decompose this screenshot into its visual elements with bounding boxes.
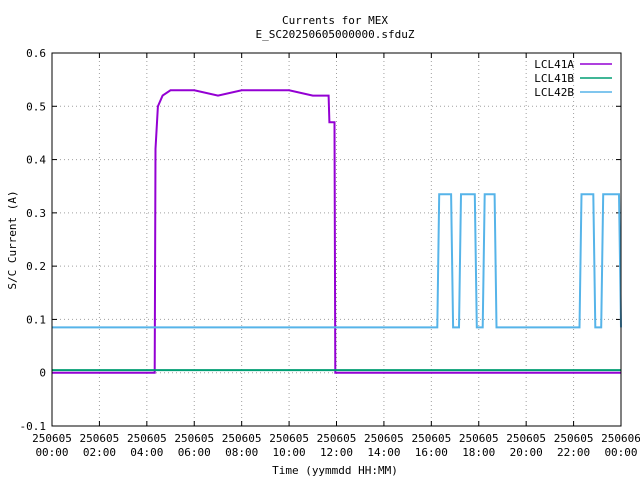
legend-label: LCL41A (534, 58, 574, 71)
x-tick-date: 250605 (364, 432, 404, 445)
y-tick-label: 0.5 (26, 100, 46, 113)
x-tick-time: 18:00 (462, 446, 495, 459)
plot-frame (51, 52, 622, 427)
x-tick-time: 00:00 (604, 446, 637, 459)
x-tick-date: 250605 (222, 432, 262, 445)
x-tick-date: 250605 (506, 432, 546, 445)
x-tick-time: 14:00 (367, 446, 400, 459)
x-tick-date: 250605 (317, 432, 357, 445)
x-axis-label: Time (yymmdd HH:MM) (272, 464, 398, 477)
x-tick-time: 00:00 (35, 446, 68, 459)
x-tick-time: 06:00 (178, 446, 211, 459)
x-tick-time: 08:00 (225, 446, 258, 459)
y-tick-label: -0.1 (20, 420, 47, 433)
y-tick-label: 0.4 (26, 154, 46, 167)
x-tick-date: 250606 (601, 432, 640, 445)
x-tick-time: 02:00 (83, 446, 116, 459)
axis-ticks: -0.100.10.20.30.40.50.625060500:00250605… (20, 47, 640, 459)
x-tick-time: 04:00 (130, 446, 163, 459)
y-tick-label: 0.3 (26, 207, 46, 220)
y-axis-label: S/C Current (A) (6, 190, 19, 289)
x-tick-date: 250605 (174, 432, 214, 445)
x-tick-date: 250605 (459, 432, 499, 445)
x-tick-date: 250605 (554, 432, 594, 445)
series-line-lcl42b (52, 193, 622, 329)
y-tick-label: 0.2 (26, 260, 46, 273)
y-tick-label: 0 (39, 367, 46, 380)
series-lines (52, 89, 622, 374)
x-tick-date: 250605 (269, 432, 309, 445)
x-tick-date: 250605 (32, 432, 72, 445)
chart-subtitle: E_SC20250605000000.sfduZ (256, 28, 415, 41)
legend-label: LCL41B (534, 72, 574, 85)
x-tick-time: 16:00 (415, 446, 448, 459)
y-tick-label: 0.1 (26, 313, 46, 326)
chart-title: Currents for MEX (282, 14, 388, 27)
x-tick-date: 250605 (411, 432, 451, 445)
series-line-lcl41a (52, 89, 621, 374)
y-tick-label: 0.6 (26, 47, 46, 60)
x-tick-date: 250605 (127, 432, 167, 445)
legend-label: LCL42B (534, 86, 574, 99)
x-tick-date: 250605 (80, 432, 120, 445)
x-tick-time: 10:00 (273, 446, 306, 459)
x-tick-time: 22:00 (557, 446, 590, 459)
x-tick-time: 12:00 (320, 446, 353, 459)
x-tick-time: 20:00 (510, 446, 543, 459)
